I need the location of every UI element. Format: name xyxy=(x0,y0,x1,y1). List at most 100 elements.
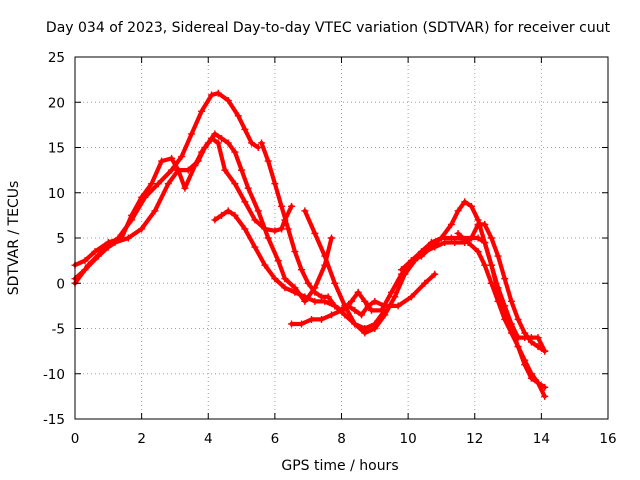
y-tick-label: 15 xyxy=(48,141,65,157)
data-point xyxy=(421,279,429,287)
data-point xyxy=(288,202,296,210)
data-point xyxy=(534,334,542,342)
data-point xyxy=(251,216,259,224)
data-point xyxy=(474,248,482,256)
data-point xyxy=(487,279,495,287)
data-point xyxy=(304,279,312,287)
data-point xyxy=(198,148,206,156)
data-point xyxy=(311,297,319,305)
x-tick-label: 16 xyxy=(599,431,616,447)
data-point xyxy=(391,293,399,301)
data-point xyxy=(168,166,176,174)
y-tick-label: 25 xyxy=(48,50,65,66)
series-track-9 xyxy=(454,229,549,400)
y-tick-label: 10 xyxy=(48,186,65,202)
data-point xyxy=(467,234,475,242)
data-point xyxy=(341,311,349,319)
y-tick-label: 5 xyxy=(56,231,65,247)
data-point xyxy=(221,166,229,174)
data-point xyxy=(254,207,262,215)
series-track-3 xyxy=(71,130,336,305)
data-point xyxy=(301,207,309,215)
y-tick-label: 20 xyxy=(48,95,65,111)
y-tick-label: -15 xyxy=(43,412,65,428)
data-point xyxy=(527,338,535,346)
data-point xyxy=(278,202,286,210)
data-point xyxy=(291,288,299,296)
data-point xyxy=(387,288,395,296)
data-point xyxy=(324,293,332,301)
data-point xyxy=(467,202,475,210)
y-tick-label: 0 xyxy=(56,276,65,292)
data-point xyxy=(507,329,515,337)
x-tick-label: 0 xyxy=(71,431,80,447)
data-point xyxy=(288,320,296,328)
x-tick-label: 4 xyxy=(204,431,213,447)
data-point xyxy=(218,134,226,142)
data-point xyxy=(158,157,166,165)
data-point xyxy=(441,239,449,247)
data-point xyxy=(377,306,385,314)
x-axis-label: GPS time / hours xyxy=(281,458,398,474)
data-point xyxy=(494,252,502,260)
data-point xyxy=(271,227,279,235)
x-tick-label: 2 xyxy=(137,431,146,447)
data-point xyxy=(321,297,329,305)
data-point xyxy=(91,248,99,256)
data-point xyxy=(284,225,292,233)
data-point xyxy=(431,243,439,251)
data-point xyxy=(521,329,529,337)
data-point xyxy=(298,320,306,328)
data-point xyxy=(278,225,286,233)
data-point xyxy=(338,306,345,314)
data-point xyxy=(198,107,206,115)
data-point xyxy=(534,343,542,351)
data-point xyxy=(174,166,182,174)
data-point xyxy=(381,311,389,319)
data-point xyxy=(214,89,222,97)
data-point xyxy=(351,320,359,328)
data-point xyxy=(184,166,192,174)
data-point xyxy=(264,234,272,242)
data-point xyxy=(124,234,132,242)
data-point xyxy=(328,311,336,319)
data-point xyxy=(224,139,232,147)
data-point xyxy=(191,162,199,170)
data-point xyxy=(454,229,462,237)
data-point xyxy=(271,180,279,188)
data-point xyxy=(211,130,219,138)
data-point xyxy=(407,257,415,265)
data-point xyxy=(494,297,502,305)
data-point xyxy=(138,225,146,233)
data-point xyxy=(541,347,549,355)
data-point xyxy=(527,370,535,378)
data-point xyxy=(84,261,92,269)
data-point xyxy=(291,248,299,256)
data-point xyxy=(507,297,515,305)
axis-ticks: 0 2 4 6 8 10 12 14 16 25 20 15 10 5 0 -5 -10 -15 xyxy=(43,50,617,447)
data-point xyxy=(371,297,379,305)
data-point xyxy=(461,198,469,206)
data-point xyxy=(151,207,159,215)
data-point xyxy=(331,279,339,287)
data-point xyxy=(481,261,489,269)
data-point xyxy=(318,315,326,323)
data-point xyxy=(178,153,186,161)
chart-title: Day 034 of 2023, Sidereal Day-to-day VTE… xyxy=(46,20,611,36)
data-point xyxy=(81,257,89,265)
data-point xyxy=(464,239,472,247)
data-point xyxy=(224,96,232,104)
data-point xyxy=(241,225,249,233)
data-point xyxy=(357,311,365,319)
series-track-5 xyxy=(258,139,439,319)
y-tick-label: -10 xyxy=(43,367,65,383)
x-tick-label: 14 xyxy=(533,431,550,447)
data-point xyxy=(231,211,239,219)
series-line xyxy=(289,199,547,354)
data-point xyxy=(128,211,136,219)
x-tick-label: 6 xyxy=(271,431,280,447)
data-point xyxy=(331,302,339,310)
data-point xyxy=(347,297,355,305)
data-point xyxy=(481,239,489,247)
